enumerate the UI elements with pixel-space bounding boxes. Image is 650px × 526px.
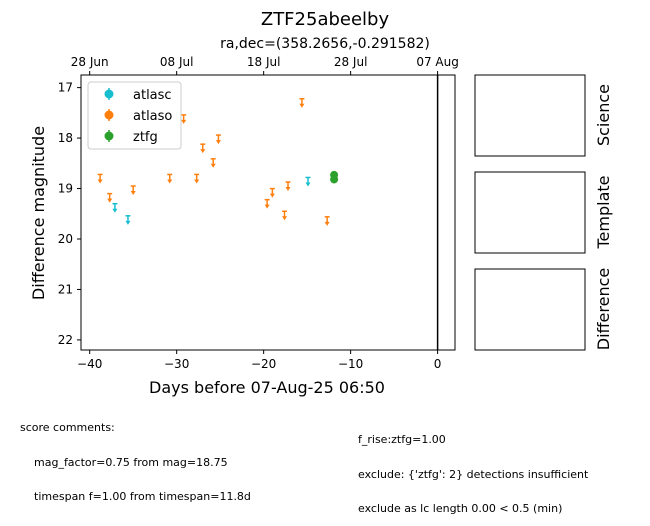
- limit-arrowhead: [125, 220, 131, 225]
- atlaso-upper-limit-marker: [285, 181, 291, 192]
- y-tick-label: 20: [58, 232, 73, 246]
- atlaso-upper-limit-marker: [194, 173, 200, 184]
- limit-arrowhead: [305, 182, 311, 187]
- atlaso-upper-limit-marker: [181, 114, 187, 124]
- legend-label: ztfg: [133, 130, 158, 145]
- atlasc-upper-limit-marker: [125, 215, 131, 225]
- y-tick-label: 17: [58, 81, 73, 95]
- atlaso-upper-limit-marker: [200, 143, 206, 154]
- panel-label: Template: [594, 175, 613, 249]
- legend-label: atlaso: [133, 109, 172, 124]
- plot-frame: [80, 74, 456, 351]
- top-tick-label: 18 Jul: [247, 55, 281, 69]
- limit-arrowhead: [269, 193, 275, 198]
- panel-template: Template: [474, 171, 613, 254]
- panel-science: Science: [474, 74, 613, 157]
- atlaso-upper-limit-marker: [97, 173, 103, 184]
- x-tick-label: −20: [251, 357, 276, 371]
- legend: atlasc atlaso ztfg: [87, 81, 182, 150]
- y-tick-label: 19: [58, 182, 73, 196]
- legend-label: atlasc: [133, 88, 172, 103]
- limit-arrowhead: [210, 163, 216, 168]
- x-tick-label: 0: [434, 357, 442, 371]
- legend-swatch-marker: [104, 89, 114, 99]
- score-comment-line: exclude as lc length 0.00 < 0.5 (min): [358, 502, 563, 515]
- limit-arrowhead: [167, 179, 173, 184]
- y-axis-label: Difference magnitude: [29, 126, 48, 300]
- top-tick-label: 28 Jun: [71, 55, 109, 69]
- score-comments-right: f_rise:ztfg=1.00 exclude: {'ztfg': 2} de…: [358, 411, 588, 526]
- atlaso-upper-limit-marker: [324, 216, 330, 226]
- detection-marker: [330, 175, 339, 184]
- panel-frame: [474, 74, 586, 157]
- atlaso-upper-limit-marker: [210, 158, 216, 168]
- legend-item: ztfg: [104, 130, 158, 145]
- plot-area: −40 −30 −20 −10 0 17 18 19 20 21 22 28 Jun 08 Jul 18 …: [58, 55, 459, 371]
- legend-swatch-marker: [104, 131, 114, 141]
- atlaso-upper-limit-marker: [299, 98, 305, 108]
- panel-label: Difference: [594, 268, 613, 350]
- limit-arrowhead: [200, 149, 206, 154]
- top-tick-label: 07 Aug: [416, 55, 459, 69]
- x-tick-label: −10: [338, 357, 363, 371]
- top-tick-label: 28 Jul: [334, 55, 368, 69]
- limit-arrowhead: [285, 187, 291, 192]
- atlaso-upper-limit-marker: [282, 210, 288, 221]
- limit-arrowhead: [130, 191, 136, 196]
- score-comments-left: score comments: mag_factor=0.75 from mag…: [20, 399, 251, 514]
- atlaso-upper-limit-marker: [107, 192, 113, 203]
- panel-frame: [474, 171, 586, 254]
- limit-arrowhead: [194, 179, 200, 184]
- limit-arrowhead: [107, 198, 113, 203]
- ztfg-detection-point: [330, 175, 339, 184]
- y-tick-label: 22: [58, 333, 73, 347]
- limit-arrowhead: [181, 119, 187, 124]
- limit-arrowhead: [282, 216, 288, 221]
- panel-label: Science: [594, 84, 613, 146]
- atlasc-upper-limit-marker: [305, 176, 311, 187]
- legend-item: atlaso: [104, 109, 172, 124]
- atlaso-upper-limit-marker: [269, 187, 275, 198]
- panel-difference: Difference: [474, 268, 613, 351]
- y-tick-label: 18: [58, 131, 73, 145]
- atlaso-upper-limit-marker: [215, 134, 221, 145]
- score-comment-line: exclude: {'ztfg': 2} detections insuffic…: [358, 467, 589, 481]
- score-comments-heading: score comments:: [20, 421, 115, 434]
- atlaso-upper-limit-marker: [167, 173, 173, 184]
- chart-subtitle: ra,dec=(358.2656,-0.291582): [220, 36, 430, 52]
- panel-frame: [474, 268, 586, 351]
- y-tick-label: 21: [58, 282, 73, 296]
- x-tick-label: −30: [164, 357, 189, 371]
- figure: ZTF25abeelby ra,dec=(358.2656,-0.291582)…: [29, 9, 613, 397]
- image-panels: Science Template Difference: [474, 74, 613, 351]
- atlasc-upper-limit-marker: [112, 202, 118, 213]
- top-tick-label: 08 Jul: [160, 55, 194, 69]
- chart-title: ZTF25abeelby: [261, 9, 390, 30]
- limit-arrowhead: [112, 208, 118, 213]
- x-tick-label: −40: [77, 357, 102, 371]
- score-comment-line: timespan f=1.00 from timespan=11.8d: [34, 490, 251, 503]
- score-comment-line: mag_factor=0.75 from mag=18.75: [34, 455, 228, 469]
- x-axis-label: Days before 07-Aug-25 06:50: [149, 378, 385, 397]
- limit-arrowhead: [97, 179, 103, 184]
- limit-arrowhead: [324, 221, 330, 226]
- atlaso-upper-limit-marker: [130, 185, 136, 196]
- atlaso-upper-limit-marker: [264, 198, 270, 209]
- limit-arrowhead: [299, 103, 305, 108]
- legend-item: atlasc: [104, 88, 172, 103]
- score-comment-line: f_rise:ztfg=1.00: [358, 433, 446, 446]
- limit-arrowhead: [264, 204, 270, 209]
- limit-arrowhead: [215, 140, 221, 145]
- legend-swatch-marker: [104, 110, 114, 120]
